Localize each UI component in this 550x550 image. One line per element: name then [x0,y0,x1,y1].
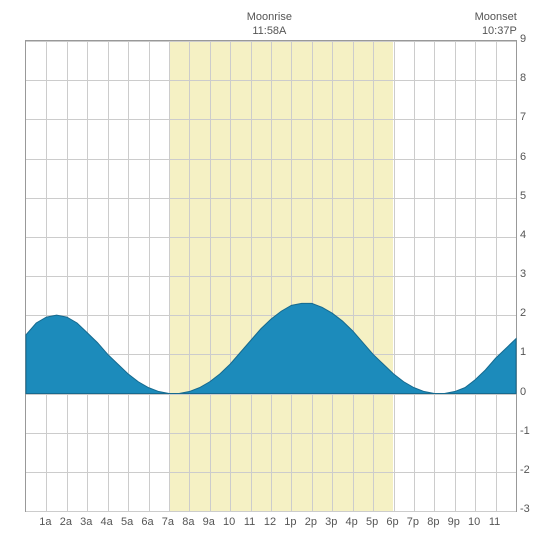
x-tick-label: 2p [305,516,317,528]
y-tick-label: -3 [520,503,540,515]
y-tick-label: 1 [520,346,540,358]
y-tick-label: 9 [520,33,540,45]
x-tick-label: 9a [203,516,215,528]
x-tick-label: 2a [60,516,72,528]
moonset-title: Moonset [457,10,517,24]
x-tick-label: 7a [162,516,174,528]
y-tick-label: 7 [520,111,540,123]
moonrise-time: 11:58A [239,24,299,38]
plot-area [25,40,517,512]
x-tick-label: 5a [121,516,133,528]
x-tick-label: 6p [386,516,398,528]
x-tick-label: 11 [244,516,255,528]
moonset-time: 10:37P [457,24,517,38]
x-tick-label: 10 [468,516,480,528]
moonset-label: Moonset 10:37P [457,10,517,39]
x-tick-label: 6a [141,516,153,528]
y-tick-label: 0 [520,386,540,398]
x-tick-label: 10 [223,516,235,528]
y-tick-label: 6 [520,151,540,163]
x-tick-label: 4a [101,516,113,528]
x-tick-label: 12 [264,516,276,528]
x-tick-label: 4p [346,516,358,528]
x-tick-label: 8a [182,516,194,528]
y-tick-label: -1 [520,425,540,437]
x-tick-label: 3a [80,516,92,528]
tide-area-series [26,41,516,511]
x-tick-label: 3p [325,516,337,528]
x-tick-label: 7p [407,516,419,528]
y-tick-label: 3 [520,268,540,280]
x-tick-label: 1p [284,516,296,528]
y-tick-label: 4 [520,229,540,241]
y-tick-label: 8 [520,72,540,84]
y-tick-label: -2 [520,464,540,476]
moonrise-title: Moonrise [239,10,299,24]
moonrise-label: Moonrise 11:58A [239,10,299,39]
tide-chart: Moonrise 11:58A Moonset 10:37P -3-2-1012… [10,10,540,540]
y-tick-label: 5 [520,190,540,202]
x-tick-label: 9p [448,516,460,528]
x-tick-label: 11 [489,516,500,528]
x-tick-label: 1a [39,516,51,528]
x-tick-label: 8p [427,516,439,528]
x-tick-label: 5p [366,516,378,528]
y-tick-label: 2 [520,307,540,319]
grid-line-h [26,511,516,512]
